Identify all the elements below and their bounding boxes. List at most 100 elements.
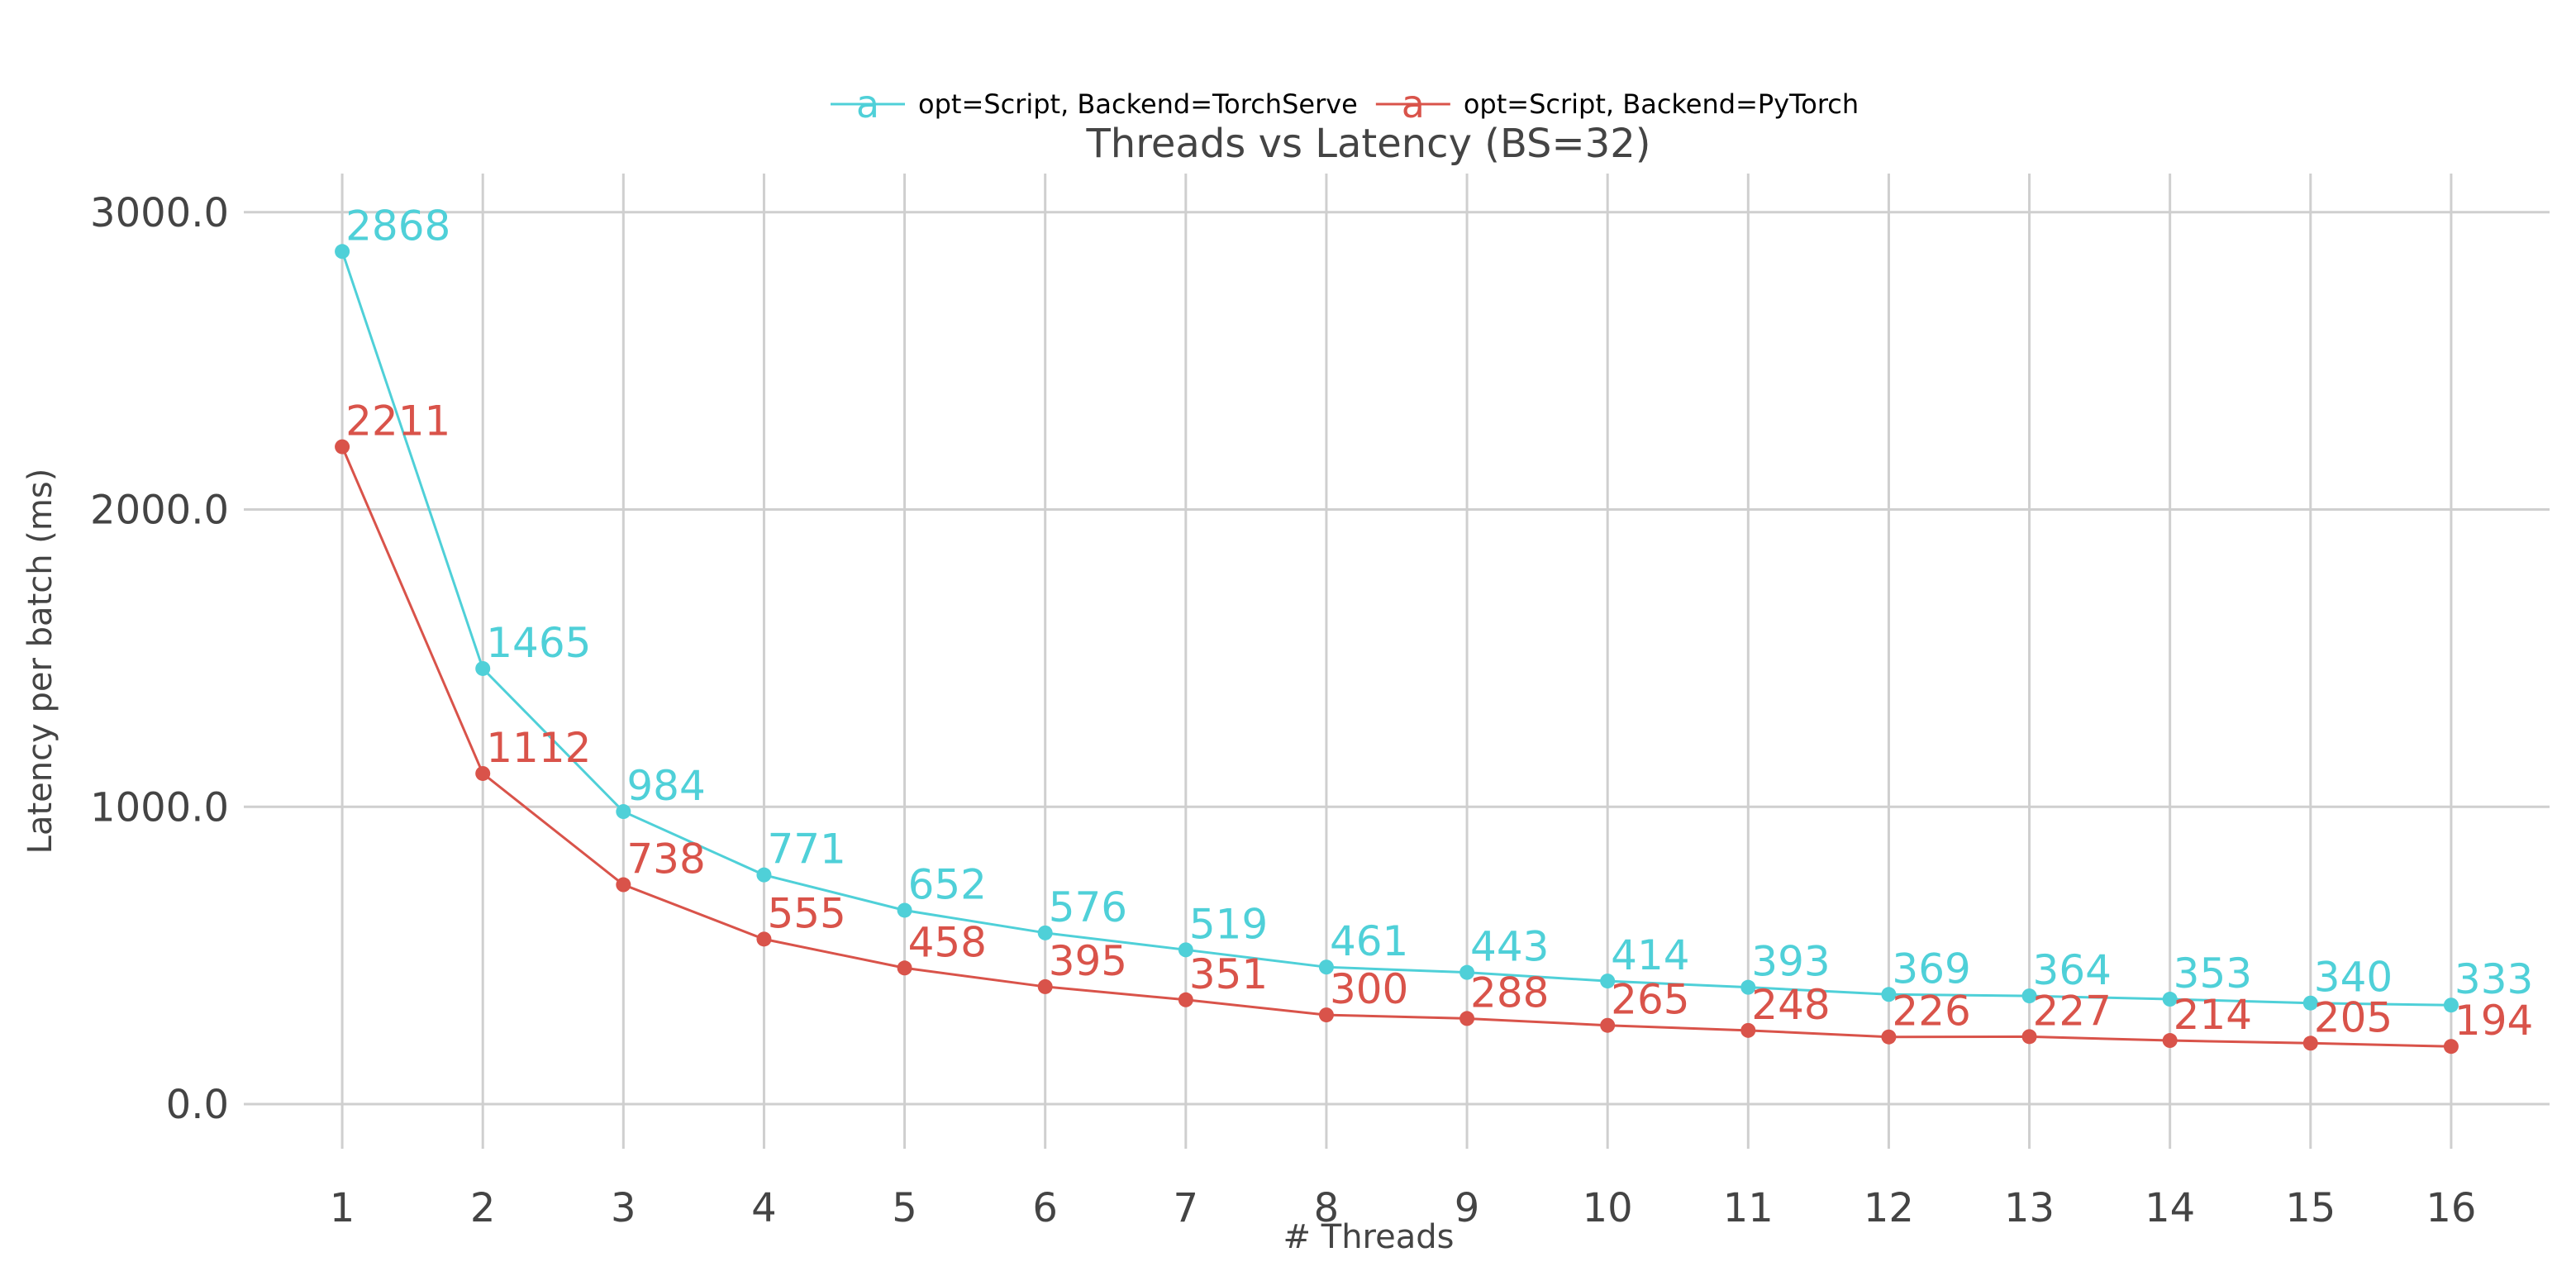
y-tick-label: 1000.0: [90, 784, 229, 831]
data-point: [2302, 995, 2318, 1011]
data-label: 652: [908, 860, 987, 908]
x-tick-label: 9: [1455, 1185, 1480, 1231]
x-tick-label: 15: [2285, 1185, 2336, 1231]
data-point: [2302, 1036, 2318, 1051]
data-point: [756, 867, 772, 883]
y-tick-label: 3000.0: [90, 190, 229, 236]
data-label: 214: [2174, 991, 2252, 1039]
data-point: [897, 960, 912, 976]
series-layer: [335, 244, 2459, 1055]
data-point: [475, 660, 491, 676]
legend-label: opt=Script, Backend=PyTorch: [1464, 88, 1859, 120]
data-point: [1459, 964, 1475, 980]
data-label: 333: [2455, 955, 2533, 1003]
data-point: [1740, 1022, 1756, 1038]
data-label: 340: [2314, 954, 2393, 1002]
data-point: [1037, 978, 1053, 994]
legend-marker: a: [856, 82, 879, 126]
x-tick-label: 5: [892, 1185, 917, 1231]
data-point: [616, 804, 631, 820]
data-label: 395: [1049, 937, 1127, 985]
data-point: [1459, 1011, 1475, 1026]
data-label: 519: [1189, 900, 1268, 948]
data-label: 353: [2174, 950, 2252, 997]
data-label: 194: [2455, 997, 2533, 1045]
data-label: 300: [1330, 965, 1408, 1013]
x-tick-label: 6: [1032, 1185, 1058, 1231]
data-label: 738: [626, 836, 705, 883]
legend-item-1: a opt=Script, Backend=TorchServe: [831, 82, 1358, 126]
data-label: 2868: [345, 202, 450, 250]
y-axis-label: Latency per batch (ms): [21, 469, 60, 855]
data-point: [2443, 1039, 2459, 1055]
data-point: [1318, 959, 1334, 975]
data-label: 1112: [486, 724, 591, 772]
series-line-1: [340, 250, 2451, 1007]
data-label: 458: [908, 918, 987, 966]
x-tick-label: 14: [2145, 1185, 2195, 1231]
legend: a opt=Script, Backend=TorchServe a opt=Scri…: [831, 82, 1859, 126]
data-label: 576: [1049, 883, 1127, 931]
x-tick-label: 1: [330, 1185, 355, 1231]
data-label: 461: [1330, 917, 1408, 965]
data-label: 393: [1751, 938, 1830, 986]
data-label: 226: [1892, 988, 1970, 1036]
chart-title: Threads vs Latency (BS=32): [1085, 121, 1650, 167]
data-point: [2021, 988, 2037, 1004]
y-tick-label: 2000.0: [90, 488, 229, 534]
legend-label: opt=Script, Backend=TorchServe: [918, 88, 1358, 120]
data-label: 771: [767, 826, 845, 874]
data-point: [1740, 979, 1756, 995]
x-tick-label: 3: [611, 1185, 636, 1231]
x-tick-label: 2: [470, 1185, 496, 1231]
data-point: [1600, 1017, 1616, 1033]
data-label: 2211: [345, 398, 450, 445]
data-point: [1881, 1029, 1897, 1045]
data-label: 248: [1751, 981, 1830, 1029]
data-label: 369: [1892, 945, 1970, 993]
x-tick-label: 16: [2426, 1185, 2476, 1231]
x-axis-label: # Threads: [1283, 1218, 1455, 1256]
x-tick-label: 12: [1864, 1185, 1914, 1231]
data-point: [1178, 992, 1193, 1007]
x-tick-label: 8: [1314, 1185, 1340, 1231]
data-point: [475, 765, 491, 781]
data-label: 1465: [486, 619, 591, 667]
y-tick-label: 0.0: [166, 1082, 229, 1128]
x-tick-label: 13: [2004, 1185, 2055, 1231]
data-label: 443: [1470, 923, 1549, 971]
data-label: 364: [2033, 946, 2112, 994]
data-label: 984: [626, 762, 705, 810]
data-label: 205: [2314, 993, 2393, 1041]
data-label: 414: [1611, 931, 1689, 979]
data-point: [616, 877, 631, 893]
data-point: [2162, 1033, 2178, 1049]
data-point: [335, 244, 350, 259]
data-point: [1318, 1007, 1334, 1023]
data-point: [1178, 942, 1193, 958]
data-label: 265: [1611, 976, 1689, 1024]
data-point: [1881, 987, 1897, 1002]
x-tick-label: 7: [1174, 1185, 1199, 1231]
data-label: 227: [2033, 987, 2112, 1035]
data-point: [2021, 1029, 2037, 1045]
data-label: 351: [1189, 950, 1268, 998]
x-tick-label: 10: [1583, 1185, 1633, 1231]
axes: Threads vs Latency (BS=32) # Threads Lat…: [21, 121, 2476, 1256]
data-point: [2162, 992, 2178, 1007]
data-point: [2443, 997, 2459, 1013]
data-point: [756, 931, 772, 947]
data-point: [335, 439, 350, 455]
data-label: 288: [1470, 969, 1549, 1017]
data-label: 555: [767, 889, 845, 937]
x-tick-label: 4: [751, 1185, 777, 1231]
series-line-2: [340, 446, 2451, 1048]
data-point: [1600, 974, 1616, 989]
x-tick-label: 11: [1723, 1185, 1774, 1231]
legend-item-2: a opt=Script, Backend=PyTorch: [1375, 82, 1859, 126]
data-labels: 2868 1465 984 771 652 576 519 461 443 414 393 369 36…: [345, 202, 2533, 1045]
legend-marker: a: [1402, 82, 1425, 126]
data-point: [897, 902, 912, 918]
